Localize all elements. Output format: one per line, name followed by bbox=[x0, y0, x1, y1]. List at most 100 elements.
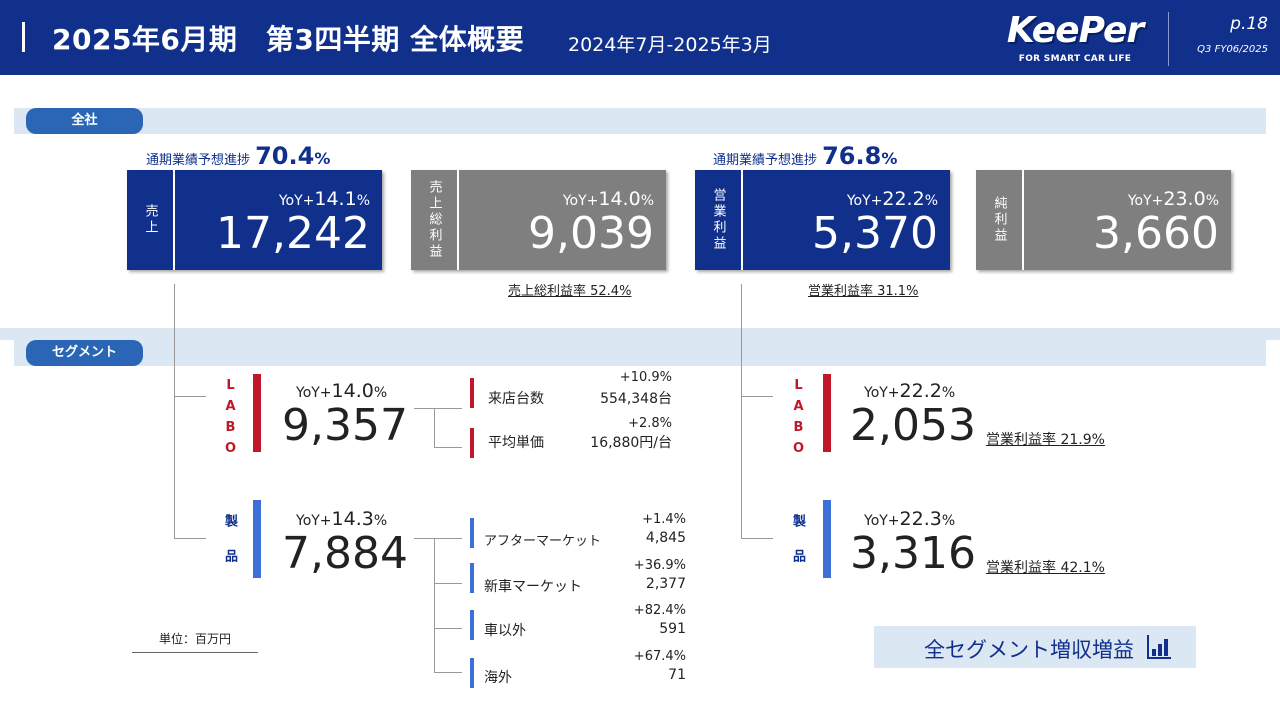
profit-labo-value: 2,053 bbox=[850, 400, 976, 451]
profit-labo-bar bbox=[823, 374, 831, 452]
kpi-operating-profit-yoy: YoY+22.2% bbox=[846, 188, 938, 210]
page-code: Q3 FY06/2025 bbox=[1197, 44, 1268, 55]
newcar-value: 2,377 bbox=[645, 576, 686, 592]
kpi-gross-profit: 売上総利益 YoY+14.0% 9,039 bbox=[411, 170, 666, 270]
labo-visits-label: 来店台数 bbox=[488, 391, 544, 407]
profit-products-bar bbox=[823, 500, 831, 578]
tree-line bbox=[434, 408, 435, 448]
overseas-bar bbox=[470, 658, 474, 688]
aftermarket-label: アフターマーケット bbox=[484, 534, 602, 549]
aftermarket-pct: +1.4% bbox=[642, 512, 686, 527]
kpi-operating-profit-label: 営業利益 bbox=[695, 170, 743, 270]
newcar-bar bbox=[470, 563, 474, 593]
seg-products-bar bbox=[253, 500, 261, 578]
profit-products-label-text: 製品 bbox=[790, 514, 805, 584]
overseas-value: 71 bbox=[668, 667, 686, 683]
labo-price-label: 平均単価 bbox=[488, 435, 544, 451]
seg-products-value: 7,884 bbox=[282, 528, 408, 579]
tree-branch bbox=[741, 396, 773, 397]
seg-products-label-text: 製品 bbox=[222, 514, 237, 584]
page-title: 2025年6月期 第3四半期 全体概要 bbox=[52, 23, 525, 56]
op-progress-value: 76.8 bbox=[822, 142, 882, 170]
labo-visits-pct: +10.9% bbox=[619, 370, 672, 385]
labo-visits-value: 554,348台 bbox=[600, 391, 672, 407]
profit-products-margin: 営業利益率 42.1% bbox=[986, 560, 1105, 576]
profit-products-label: 製品 bbox=[788, 514, 808, 584]
labo-price-pct: +2.8% bbox=[628, 416, 672, 431]
header-divider bbox=[1168, 12, 1169, 66]
tree-branch bbox=[434, 628, 462, 629]
aftermarket-value: 4,845 bbox=[645, 530, 686, 546]
overseas-pct: +67.4% bbox=[633, 649, 686, 664]
period-subtitle: 2024年7月-2025年3月 bbox=[568, 34, 772, 56]
kpi-sales: 売上 YoY+14.1% 17,242 bbox=[127, 170, 382, 270]
logo-tagline: FOR SMART CAR LIFE bbox=[1018, 54, 1132, 64]
kpi-operating-profit-value: 5,370 bbox=[812, 208, 938, 259]
sales-progress-label: 通期業績予想進捗 bbox=[146, 153, 251, 168]
profit-products-value: 3,316 bbox=[850, 528, 976, 579]
title-accent-bar bbox=[22, 22, 25, 52]
noncar-bar bbox=[470, 610, 474, 640]
panel-gap bbox=[0, 328, 1280, 340]
noncar-label: 車以外 bbox=[484, 623, 526, 639]
tree-branch bbox=[434, 672, 462, 673]
tree-branch bbox=[414, 538, 462, 539]
gross-margin: 売上総利益率 52.4% bbox=[508, 284, 632, 299]
seg-labo-yoy: YoY+14.0% bbox=[296, 380, 388, 402]
noncar-value: 591 bbox=[659, 621, 686, 637]
labo-price-value: 16,880円/台 bbox=[590, 435, 672, 451]
logo-text: KeePer bbox=[1006, 10, 1144, 51]
kpi-operating-profit: 営業利益 YoY+22.2% 5,370 bbox=[695, 170, 950, 270]
kpi-net-profit-yoy: YoY+23.0% bbox=[1127, 188, 1219, 210]
seg-labo-label-text: LABO bbox=[223, 378, 238, 462]
labo-visits-bar bbox=[470, 378, 474, 408]
kpi-gross-profit-yoy: YoY+14.0% bbox=[562, 188, 654, 210]
tree-line bbox=[434, 538, 435, 672]
kpi-net-profit: 純利益 YoY+23.0% 3,660 bbox=[976, 170, 1231, 270]
noncar-pct: +82.4% bbox=[633, 603, 686, 618]
op-progress: 通期業績予想進捗 76.8% bbox=[713, 142, 897, 170]
sales-progress: 通期業績予想進捗 70.4% bbox=[146, 142, 330, 170]
tree-branch bbox=[434, 447, 462, 448]
newcar-pct: +36.9% bbox=[633, 558, 686, 573]
kpi-sales-yoy: YoY+14.1% bbox=[278, 188, 370, 210]
tree-branch bbox=[414, 408, 462, 409]
callout-box: 全セグメント増収増益 bbox=[874, 626, 1196, 668]
tree-branch bbox=[434, 583, 462, 584]
profit-labo-label-text: LABO bbox=[791, 378, 806, 462]
tree-line-profit bbox=[741, 284, 742, 538]
callout-text: 全セグメント増収増益 bbox=[924, 638, 1134, 662]
overseas-label: 海外 bbox=[484, 670, 512, 686]
seg-labo-label: LABO bbox=[220, 378, 240, 462]
section-label-segment: セグメント bbox=[26, 340, 143, 366]
kpi-net-profit-label: 純利益 bbox=[976, 170, 1024, 270]
tree-branch bbox=[174, 396, 206, 397]
sales-progress-unit: % bbox=[314, 149, 331, 168]
page-number: p.18 bbox=[1230, 14, 1268, 34]
header-bar bbox=[0, 0, 1280, 75]
seg-labo-bar bbox=[253, 374, 261, 452]
seg-products-yoy: YoY+14.3% bbox=[296, 508, 388, 530]
keeper-logo: KeePer FOR SMART CAR LIFE bbox=[1000, 10, 1150, 68]
aftermarket-bar bbox=[470, 518, 474, 548]
tree-line-sales bbox=[174, 284, 175, 538]
profit-products-yoy: YoY+22.3% bbox=[864, 508, 956, 530]
labo-price-bar bbox=[470, 428, 474, 458]
unit-underline bbox=[132, 652, 258, 653]
tree-branch bbox=[741, 538, 773, 539]
section-label-company: 全社 bbox=[26, 108, 143, 134]
op-progress-label: 通期業績予想進捗 bbox=[713, 153, 818, 168]
op-progress-unit: % bbox=[881, 149, 898, 168]
op-margin: 営業利益率 31.1% bbox=[808, 284, 919, 299]
kpi-sales-label: 売上 bbox=[127, 170, 175, 270]
kpi-gross-profit-value: 9,039 bbox=[528, 208, 654, 259]
bar-chart-icon bbox=[1147, 635, 1171, 659]
seg-products-label: 製品 bbox=[220, 514, 240, 584]
tree-branch bbox=[174, 538, 206, 539]
profit-labo-yoy: YoY+22.2% bbox=[864, 380, 956, 402]
sales-progress-value: 70.4 bbox=[255, 142, 315, 170]
profit-labo-label: LABO bbox=[788, 378, 808, 462]
kpi-gross-profit-label: 売上総利益 bbox=[411, 170, 459, 270]
newcar-label: 新車マーケット bbox=[484, 579, 582, 595]
kpi-net-profit-value: 3,660 bbox=[1093, 208, 1219, 259]
